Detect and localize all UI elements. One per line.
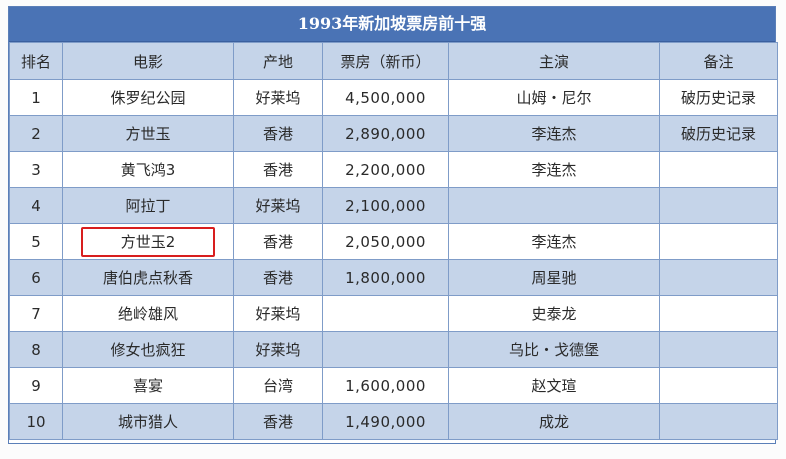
- cell-film: 喜宴: [62, 367, 234, 404]
- cell-cast: 周星驰: [448, 259, 660, 296]
- cell-film: 修女也疯狂: [62, 331, 234, 368]
- cell-film: 侏罗纪公园: [62, 79, 234, 116]
- header-film: 电影: [62, 42, 234, 80]
- cell-rank: 1: [9, 79, 63, 116]
- cell-film: 唐伯虎点秋香: [62, 259, 234, 296]
- table-row: 4 阿拉丁 好莱坞 2,100,000: [9, 187, 778, 224]
- cell-cast: 赵文瑄: [448, 367, 660, 404]
- cell-film: 方世玉2: [62, 223, 234, 260]
- cell-rank: 2: [9, 115, 63, 152]
- cell-note: [659, 331, 778, 368]
- cell-cast: 史泰龙: [448, 295, 660, 332]
- cell-note: 破历史记录: [659, 79, 778, 116]
- cell-rank: 6: [9, 259, 63, 296]
- cell-rank: 4: [9, 187, 63, 224]
- cell-rank: 5: [9, 223, 63, 260]
- table-container: 排名 电影 产地 票房（新币） 主演 备注 1 侏罗纪公园 好莱坞 4,500,…: [9, 42, 778, 440]
- cell-origin: 台湾: [233, 367, 323, 404]
- header-rank: 排名: [9, 42, 63, 80]
- cell-note: [659, 295, 778, 332]
- header-box-office: 票房（新币）: [322, 42, 449, 80]
- header-origin: 产地: [233, 42, 323, 80]
- highlight-box: 方世玉2: [80, 226, 216, 257]
- box-office-table-panel: 1993年新加坡票房前十强 排名 电影 产地 票房（新币） 主演 备注: [8, 6, 778, 444]
- cell-box-office: [322, 331, 449, 368]
- cell-box-office: 2,890,000: [322, 115, 449, 152]
- cell-note: [659, 223, 778, 260]
- cell-box-office: 2,100,000: [322, 187, 449, 224]
- cell-cast: 山姆・尼尔: [448, 79, 660, 116]
- cell-origin: 香港: [233, 151, 323, 188]
- box-office-table: 排名 电影 产地 票房（新币） 主演 备注 1 侏罗纪公园 好莱坞 4,500,…: [9, 42, 778, 440]
- cell-origin: 好莱坞: [233, 79, 323, 116]
- cell-cast: 李连杰: [448, 115, 660, 152]
- cell-rank: 8: [9, 331, 63, 368]
- cell-box-office: 1,600,000: [322, 367, 449, 404]
- header-cast: 主演: [448, 42, 660, 80]
- cell-origin: 好莱坞: [233, 295, 323, 332]
- cell-box-office: 1,800,000: [322, 259, 449, 296]
- cell-origin: 好莱坞: [233, 187, 323, 224]
- table-header-row: 排名 电影 产地 票房（新币） 主演 备注: [9, 42, 778, 80]
- table-row: 8 修女也疯狂 好莱坞 乌比・戈德堡: [9, 331, 778, 368]
- cell-rank: 7: [9, 295, 63, 332]
- cell-box-office: 1,490,000: [322, 403, 449, 440]
- cell-film: 绝岭雄风: [62, 295, 234, 332]
- cell-box-office: [322, 295, 449, 332]
- cell-box-office: 2,050,000: [322, 223, 449, 260]
- table-row: 6 唐伯虎点秋香 香港 1,800,000 周星驰: [9, 259, 778, 296]
- cell-cast: 乌比・戈德堡: [448, 331, 660, 368]
- cell-origin: 香港: [233, 223, 323, 260]
- cell-rank: 10: [9, 403, 63, 440]
- header-note: 备注: [659, 42, 778, 80]
- cell-cast: 李连杰: [448, 223, 660, 260]
- cell-origin: 香港: [233, 259, 323, 296]
- cell-film: 黄飞鸿3: [62, 151, 234, 188]
- table-row: 10 城市猎人 香港 1,490,000 成龙: [9, 403, 778, 440]
- cell-rank: 3: [9, 151, 63, 188]
- table-title: 1993年新加坡票房前十强: [9, 7, 775, 42]
- cell-film: 城市猎人: [62, 403, 234, 440]
- cell-note: [659, 151, 778, 188]
- table-row: 7 绝岭雄风 好莱坞 史泰龙: [9, 295, 778, 332]
- cell-cast: [448, 187, 660, 224]
- cell-film: 方世玉: [62, 115, 234, 152]
- cell-origin: 好莱坞: [233, 331, 323, 368]
- table-row: 9 喜宴 台湾 1,600,000 赵文瑄: [9, 367, 778, 404]
- cell-note: [659, 259, 778, 296]
- cell-film: 阿拉丁: [62, 187, 234, 224]
- cell-cast: 成龙: [448, 403, 660, 440]
- cell-rank: 9: [9, 367, 63, 404]
- cell-origin: 香港: [233, 115, 323, 152]
- cell-cast: 李连杰: [448, 151, 660, 188]
- table-row: 1 侏罗纪公园 好莱坞 4,500,000 山姆・尼尔 破历史记录: [9, 79, 778, 116]
- cell-box-office: 4,500,000: [322, 79, 449, 116]
- cell-box-office: 2,200,000: [322, 151, 449, 188]
- table-row: 3 黄飞鸿3 香港 2,200,000 李连杰: [9, 151, 778, 188]
- cell-note: [659, 367, 778, 404]
- cell-note: 破历史记录: [659, 115, 778, 152]
- table-row-highlighted: 5 方世玉2 香港 2,050,000 李连杰: [9, 223, 778, 260]
- cell-note: [659, 403, 778, 440]
- cell-origin: 香港: [233, 403, 323, 440]
- cell-note: [659, 187, 778, 224]
- table-row: 2 方世玉 香港 2,890,000 李连杰 破历史记录: [9, 115, 778, 152]
